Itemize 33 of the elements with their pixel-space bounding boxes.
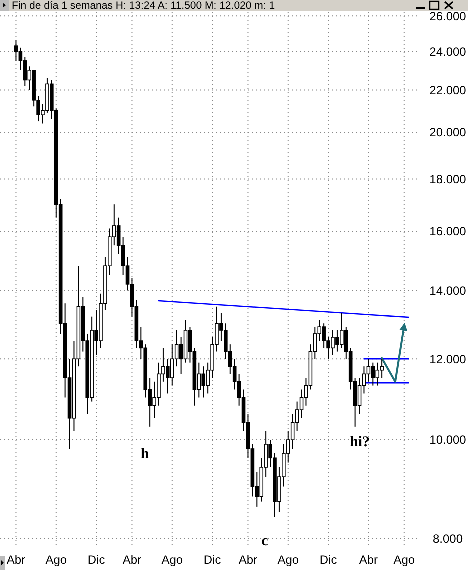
x-tick-label: Dic <box>204 553 222 567</box>
y-tick-label: 26.000 <box>430 9 467 24</box>
candlestick <box>14 40 18 62</box>
x-tick-label: Ago <box>278 553 300 567</box>
y-tick-label: 24.000 <box>430 44 467 59</box>
x-tick-label: Abr <box>122 553 142 567</box>
annotation: h <box>140 446 150 462</box>
x-tick-label: Abr <box>238 553 258 567</box>
annotation: hi? <box>350 434 370 450</box>
y-tick-label: 10.000 <box>430 433 467 448</box>
candlestick <box>358 378 362 415</box>
y-tick-label: 22.000 <box>430 83 467 98</box>
candlestick <box>366 358 371 382</box>
y-tick-label: 20.000 <box>430 126 467 140</box>
y-tick-label: 8.000 <box>432 532 464 546</box>
x-tick-label: Dic <box>320 553 338 567</box>
y-tick-label: 16.000 <box>430 224 467 239</box>
annotation: c <box>262 533 269 550</box>
x-tick-label: Ago <box>46 553 68 567</box>
y-tick-label: 12.000 <box>430 352 467 366</box>
candlestick <box>376 362 380 386</box>
x-tick-label: Ago <box>394 553 416 567</box>
x-tick-label: Dic <box>88 553 106 567</box>
x-tick-label: Abr <box>6 553 26 567</box>
y-tick-label: 14.000 <box>430 284 467 298</box>
y-tick-label: 18.000 <box>430 172 467 186</box>
x-tick-label: Abr <box>359 553 378 567</box>
x-tick-label: Ago <box>162 553 184 567</box>
candlestick <box>300 389 304 419</box>
chart-title: Fin de día 1 semanas H: 13:24 A: 11.500 M: 12.020 m: 1 <box>12 0 276 12</box>
candlestick <box>170 344 174 386</box>
candlestick <box>202 366 206 398</box>
candlestick <box>371 362 376 386</box>
